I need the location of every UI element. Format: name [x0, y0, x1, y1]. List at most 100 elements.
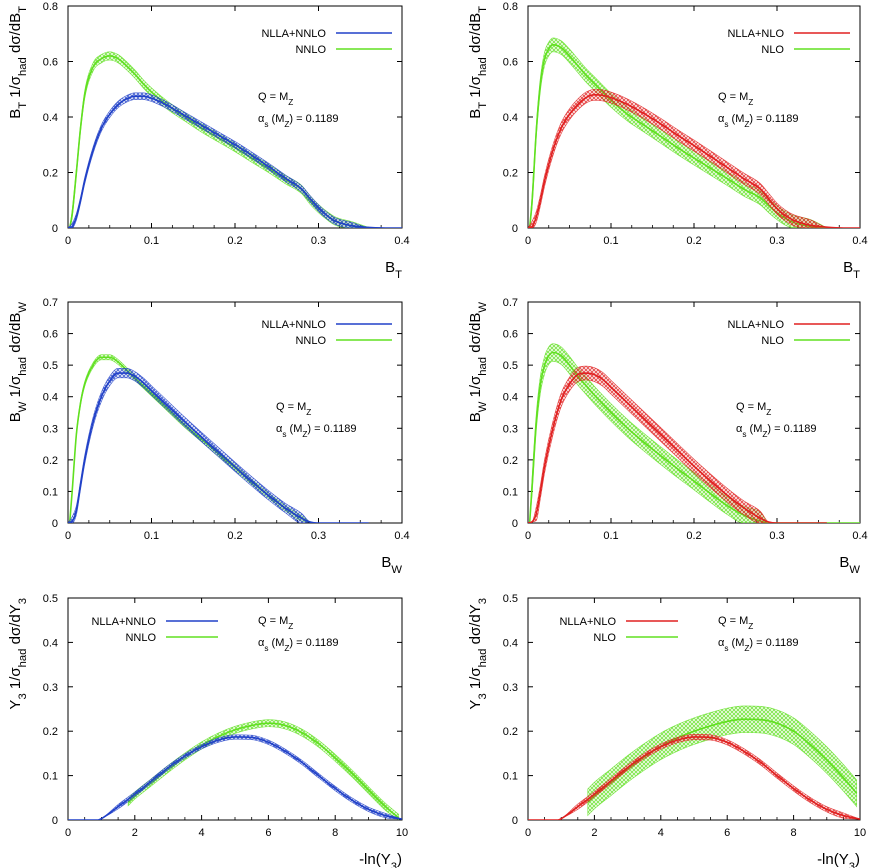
legend: NLLA+NLO NLO: [559, 616, 678, 644]
x-tick-label: 0.4: [852, 530, 867, 542]
legend-label: NLO: [761, 335, 784, 347]
y-axis-label: BW 1/σhad dσ/dBW: [467, 302, 489, 423]
annotations: Q = MZ αs (MZ) = 0.1189: [718, 91, 798, 129]
y-axis-label: Y3 1/σhad dσ/dY3: [7, 598, 29, 710]
x-tick-label: 8: [791, 827, 797, 839]
annotations: Q = MZ αs (MZ) = 0.1189: [718, 615, 798, 653]
x-axis-label: -ln(Y3): [359, 851, 402, 868]
x-tick-label: 6: [724, 827, 730, 839]
annotation-text: αs (MZ) = 0.1189: [736, 423, 816, 439]
annotations: Q = MZ αs (MZ) = 0.1189: [736, 401, 816, 439]
y-axis-label: BW 1/σhad dσ/dBW: [7, 302, 29, 423]
annotations: Q = MZ αs (MZ) = 0.1189: [258, 91, 338, 129]
y-tick-label: 0.5: [503, 360, 518, 372]
y-tick-label: 0.2: [503, 168, 518, 180]
plot-frame: [67, 5, 403, 229]
x-tick-label: 0.3: [769, 530, 784, 542]
uncertainty-band: [68, 92, 402, 228]
y-tick-label: 0.6: [503, 57, 518, 69]
x-tick-label: 0.4: [394, 235, 409, 247]
y-tick-label: 0: [512, 815, 518, 827]
x-tick-label: 0: [525, 530, 531, 542]
annotation-text: Q = MZ: [258, 615, 293, 631]
y-tick-label: 0.2: [503, 455, 518, 467]
plot-area: [68, 51, 402, 228]
legend-label: NLLA+NNLO: [261, 28, 326, 40]
y-axis-label: Y3 1/σhad dσ/dY3: [467, 598, 489, 710]
y-tick-label: 0.7: [503, 297, 518, 309]
x-tick-label: 0.4: [852, 235, 867, 247]
chart-panel-2: 0 0.1 0.2 0.3 0.4 0 0.2 0.4 0.6 0.8 BT BT 1/σhad dσ…: [467, 1, 868, 281]
y-tick-label: 0.4: [503, 112, 518, 124]
y-tick-label: 0.5: [43, 593, 58, 605]
y-tick-label: 0.6: [503, 329, 518, 341]
x-tick-label: 4: [658, 827, 664, 839]
x-tick-label: 2: [132, 827, 138, 839]
x-tick-label: 0.2: [686, 530, 701, 542]
x-tick-label: 0.2: [227, 235, 242, 247]
uncertainty-band: [528, 365, 827, 523]
series-nlla-nlo: [528, 734, 860, 820]
annotation-text: Q = MZ: [718, 615, 753, 631]
y-tick-label: 0.2: [503, 726, 518, 738]
x-tick-label: 2: [591, 827, 597, 839]
uncertainty-band: [528, 88, 860, 228]
x-tick-label: 0: [65, 827, 71, 839]
plot-area: [68, 719, 402, 820]
x-tick-label: 0: [525, 235, 531, 247]
x-tick-label: 10: [854, 827, 866, 839]
series-nlla-nlo: [528, 88, 860, 228]
y-tick-label: 0.2: [43, 726, 58, 738]
x-tick-label: 0: [525, 827, 531, 839]
x-tick-label: 0.2: [686, 235, 701, 247]
series-nlla-nnlo: [68, 367, 369, 523]
legend-label: NNLO: [295, 335, 326, 347]
legend-label: NLLA+NNLO: [91, 616, 156, 628]
y-tick-label: 0.2: [43, 455, 58, 467]
y-tick-label: 0.4: [503, 637, 518, 649]
legend: NLLA+NNLO NNLO: [261, 28, 392, 56]
legend: NLLA+NLO NLO: [727, 28, 850, 56]
x-tick-label: 8: [332, 827, 338, 839]
x-axis-label: BW: [839, 554, 860, 576]
annotation-text: αs (MZ) = 0.1189: [276, 423, 356, 439]
y-tick-label: 0.6: [43, 329, 58, 341]
y-tick-label: 0.1: [503, 486, 518, 498]
y-tick-label: 0.2: [43, 168, 58, 180]
x-tick-label: 0.1: [144, 530, 159, 542]
series-nnlo: [68, 51, 369, 228]
series-nlo: [587, 705, 858, 817]
plot-frame: [67, 301, 403, 524]
legend-label: NNLO: [125, 632, 156, 644]
y-tick-label: 0.6: [43, 57, 58, 69]
y-tick-label: 0.4: [503, 392, 518, 404]
uncertainty-band: [69, 51, 369, 228]
plot-frame: [527, 597, 861, 821]
y-tick-label: 0: [52, 518, 58, 530]
legend-label: NLLA+NLO: [559, 616, 616, 628]
plot-area: [528, 705, 860, 820]
y-tick-label: 0: [52, 223, 58, 235]
series-line: [528, 372, 827, 523]
annotation-text: Q = MZ: [276, 401, 311, 417]
legend: NLLA+NNLO NNLO: [261, 319, 392, 347]
x-axis-label: BT: [843, 259, 860, 281]
y-tick-label: 0.8: [503, 1, 518, 13]
legend: NLLA+NLO NLO: [727, 319, 850, 347]
legend-label: NLO: [761, 44, 784, 56]
y-tick-label: 0: [52, 815, 58, 827]
x-tick-label: 0.4: [394, 530, 409, 542]
series-nlla-nnlo: [68, 734, 402, 820]
x-tick-label: 0.3: [769, 235, 784, 247]
uncertainty-band: [587, 705, 857, 817]
plot-frame: [67, 597, 403, 821]
y-tick-label: 0: [512, 223, 518, 235]
y-tick-label: 0.3: [503, 423, 518, 435]
annotations: Q = MZ αs (MZ) = 0.1189: [276, 401, 356, 439]
legend-label: NLO: [593, 632, 616, 644]
chart-panel-4: 0 0.1 0.2 0.3 0.4 0 0.1 0.2 0.3 0.4 0.5 0.6 0.7 BW BW …: [467, 297, 868, 576]
chart-panel-1: 0 0.1 0.2 0.3 0.4 0 0.2 0.4 0.6 0.8 BT BT 1/σhad dσ…: [7, 1, 410, 281]
plot-frame: [527, 5, 861, 229]
x-tick-label: 10: [396, 827, 408, 839]
y-tick-label: 0.3: [43, 682, 58, 694]
